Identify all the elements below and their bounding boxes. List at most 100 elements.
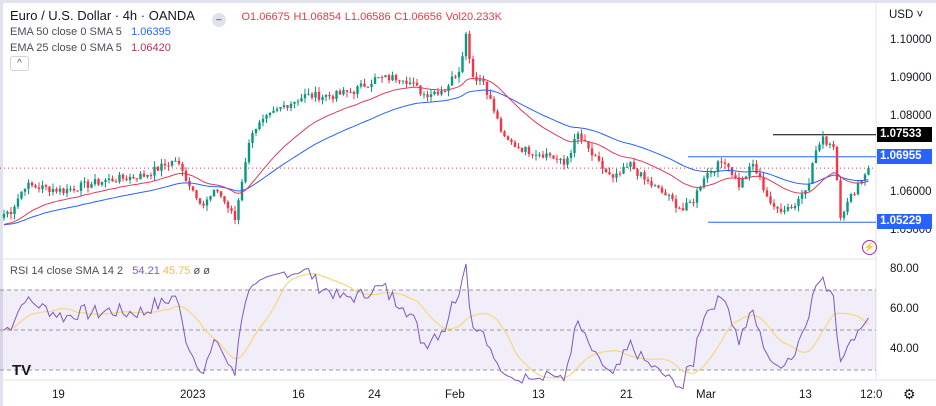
candle-body — [527, 146, 531, 155]
candle-body — [146, 175, 149, 177]
candle-body — [13, 206, 16, 215]
candle-body — [468, 33, 471, 59]
candle-body — [776, 206, 779, 209]
candle-body — [552, 155, 555, 159]
price-tick: 1.06000 — [890, 186, 932, 198]
candle-body — [601, 160, 604, 169]
candle-body — [632, 162, 636, 170]
candle-body — [506, 136, 510, 140]
candle-body — [737, 177, 741, 188]
candle-body — [524, 146, 527, 152]
candle-body — [216, 189, 219, 192]
candle-body — [174, 160, 177, 162]
candle-body — [244, 162, 247, 182]
candle-body — [580, 133, 583, 140]
candle-body — [688, 201, 692, 203]
candle-body — [779, 208, 783, 212]
ohlc-low: L1.06586 — [344, 11, 391, 23]
candle-body — [846, 201, 849, 212]
candle-body — [9, 211, 13, 215]
ema25-line — [3, 78, 869, 225]
ema50-legend[interactable]: EMA 50 close 0 SMA 5 1.06395 — [10, 26, 171, 38]
candle-body — [356, 86, 359, 94]
candle-body — [219, 191, 223, 197]
candle-body — [265, 115, 268, 119]
candle-body — [300, 98, 303, 102]
candle-body — [412, 82, 415, 84]
candle-body — [44, 185, 48, 187]
candle-body — [517, 146, 520, 148]
candle-body — [188, 180, 191, 187]
candle-body — [342, 90, 345, 95]
candle-body — [562, 159, 566, 165]
currency-selector[interactable]: USD ˅ — [889, 9, 924, 21]
candle-body — [366, 86, 370, 88]
symbol-title[interactable]: Euro / U.S. Dollar · 4h · OANDA — [10, 8, 195, 23]
candle-body — [482, 79, 485, 82]
candle-body — [615, 173, 618, 178]
ema25-label: EMA 25 close 0 SMA 5 — [10, 42, 122, 54]
candle-body — [118, 174, 121, 182]
candle-body — [702, 178, 706, 187]
candle-body — [629, 162, 632, 167]
candle-body — [83, 181, 86, 183]
candle-body — [230, 208, 233, 211]
candle-body — [30, 182, 34, 186]
candle-body — [657, 185, 660, 188]
candle-body — [622, 166, 625, 174]
candle-body — [650, 181, 653, 186]
candle-body — [860, 180, 863, 184]
candle-body — [76, 190, 79, 192]
candle-body — [716, 161, 720, 172]
candle-body — [786, 206, 790, 211]
candle-body — [800, 194, 804, 199]
more-icon[interactable]: – — [211, 13, 226, 27]
candle-body — [233, 210, 237, 221]
rsi-legend[interactable]: RSI 14 close SMA 14 2 54.21 45.75 ø ø — [10, 265, 210, 277]
candle-body — [125, 178, 128, 181]
candle-body — [195, 190, 198, 199]
candle-body — [594, 155, 597, 157]
ohlc-high: H1.06854 — [293, 11, 342, 23]
candle-body — [226, 201, 230, 209]
candle-body — [674, 199, 678, 208]
candle-body — [545, 153, 548, 158]
candle-body — [429, 94, 433, 98]
candle-body — [391, 75, 394, 81]
candle-body — [513, 142, 517, 147]
candle-body — [531, 154, 534, 156]
candle-body — [422, 94, 426, 96]
candle-body — [699, 186, 702, 191]
candle-body — [772, 203, 776, 207]
collapse-legend-button[interactable]: ^ — [10, 56, 29, 71]
ohlc-open: O1.06675 — [241, 11, 290, 23]
candle-body — [471, 58, 475, 77]
candle-body — [258, 122, 261, 130]
candle-body — [720, 161, 723, 163]
candle-body — [695, 190, 699, 203]
gear-icon[interactable]: ⚙ — [903, 386, 916, 402]
candle-body — [769, 196, 772, 204]
lightning-alert-icon[interactable]: ⚡ — [862, 240, 877, 255]
rsi-extra: ø ø — [193, 265, 210, 277]
candle-body — [461, 56, 464, 72]
candle-body — [681, 208, 685, 211]
tradingview-logo[interactable]: TV — [12, 362, 32, 379]
candle-body — [667, 194, 671, 196]
candle-body — [499, 118, 503, 132]
candle-body — [237, 200, 240, 221]
candle-body — [457, 71, 461, 78]
candle-body — [111, 178, 114, 182]
candle-body — [212, 189, 216, 197]
candle-body — [534, 154, 538, 156]
candle-body — [520, 147, 524, 152]
candle-body — [839, 180, 842, 218]
candle-body — [359, 83, 363, 87]
ema25-legend[interactable]: EMA 25 close 0 SMA 5 1.06420 — [10, 42, 171, 54]
candle-body — [170, 160, 174, 166]
candle-body — [741, 177, 744, 188]
candle-body — [660, 187, 664, 193]
candle-body — [408, 82, 412, 84]
candle-body — [618, 173, 622, 175]
